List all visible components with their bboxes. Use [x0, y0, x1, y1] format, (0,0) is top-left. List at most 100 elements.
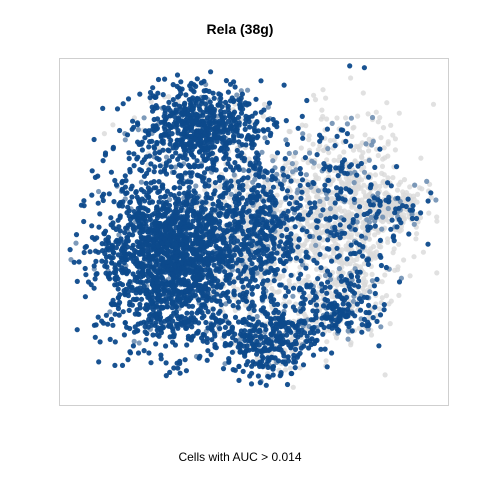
scatter-point — [394, 224, 400, 230]
scatter-point — [106, 253, 113, 259]
scatter-point — [110, 144, 116, 150]
scatter-point — [96, 188, 102, 195]
scatter-point — [381, 172, 387, 178]
scatter-point — [101, 231, 107, 237]
scatter-point — [95, 314, 101, 320]
scatter-point — [97, 339, 103, 345]
scatter-point — [411, 221, 417, 227]
scatter-point — [175, 156, 181, 162]
scatter-point — [354, 172, 360, 178]
scatter-point — [298, 271, 304, 277]
scatter-point — [145, 294, 151, 300]
scatter-point — [127, 284, 133, 290]
scatter-point — [311, 180, 317, 187]
scatter-point — [276, 243, 282, 249]
scatter-point — [305, 273, 311, 280]
scatter-point — [214, 298, 220, 304]
scatter-point — [318, 212, 324, 219]
scatter-point — [212, 254, 218, 261]
scatter-point — [199, 290, 205, 296]
scatter-point — [232, 127, 238, 133]
scatter-point — [285, 289, 291, 295]
scatter-point — [277, 181, 283, 187]
scatter-point — [200, 272, 206, 278]
scatter-point — [241, 267, 247, 273]
scatter-point — [372, 172, 379, 178]
scatter-point — [210, 306, 216, 312]
scatter-point — [246, 101, 252, 107]
scatter-point — [207, 151, 213, 157]
scatter-point — [104, 246, 110, 252]
scatter-point — [246, 114, 252, 120]
scatter-point — [288, 178, 294, 184]
scatter-point — [223, 78, 229, 84]
scatter-point — [122, 173, 128, 179]
scatter-point — [170, 282, 176, 288]
scatter-point — [135, 127, 141, 133]
scatter-point — [153, 341, 159, 347]
scatter-point — [250, 238, 256, 244]
scatter-point — [332, 200, 338, 206]
scatter-point — [362, 132, 368, 138]
scatter-point — [127, 350, 134, 356]
scatter-point — [137, 279, 144, 285]
scatter-point — [254, 313, 260, 320]
scatter-point — [336, 266, 342, 272]
scatter-point — [138, 217, 145, 223]
scatter-point — [401, 215, 407, 221]
scatter-point — [217, 210, 224, 216]
scatter-point — [81, 198, 87, 204]
scatter-point — [144, 320, 150, 326]
scatter-point — [208, 210, 214, 216]
scatter-point — [163, 154, 170, 160]
scatter-point — [264, 269, 270, 275]
scatter-point — [424, 178, 430, 184]
scatter-point — [377, 312, 384, 318]
scatter-point — [323, 95, 329, 101]
scatter-point — [355, 163, 361, 169]
scatter-point — [130, 271, 136, 277]
scatter-point — [289, 216, 295, 222]
scatter-point — [256, 193, 262, 199]
scatter-point — [189, 310, 195, 316]
scatter-point — [326, 246, 332, 252]
scatter-point — [283, 258, 289, 264]
scatter-point — [249, 231, 255, 237]
scatter-point — [312, 280, 318, 286]
scatter-point — [93, 258, 99, 264]
scatter-point — [190, 218, 196, 224]
scatter-point — [349, 133, 355, 140]
scatter-point — [259, 149, 265, 155]
scatter-point — [354, 269, 360, 275]
scatter-point — [360, 150, 366, 156]
scatter-point — [259, 208, 265, 214]
scatter-point — [282, 293, 289, 299]
scatter-point — [324, 116, 330, 122]
scatter-point — [203, 94, 209, 100]
scatter-point — [366, 148, 372, 154]
scatter-plot — [67, 63, 440, 390]
scatter-point — [169, 131, 175, 137]
scatter-point — [178, 79, 184, 85]
scatter-point — [188, 315, 194, 321]
scatter-point — [251, 226, 257, 232]
scatter-point — [140, 211, 146, 217]
scatter-point — [384, 212, 390, 219]
scatter-point — [261, 198, 267, 204]
scatter-point — [201, 313, 207, 319]
scatter-point — [183, 294, 189, 301]
scatter-point — [191, 276, 197, 282]
scatter-point — [222, 115, 228, 121]
scatter-point — [280, 253, 287, 259]
scatter-point — [271, 241, 277, 247]
scatter-point — [155, 90, 161, 96]
scatter-point — [175, 325, 181, 331]
scatter-point — [275, 301, 281, 307]
scatter-point — [290, 384, 296, 390]
scatter-point — [299, 177, 306, 183]
scatter-point — [138, 204, 144, 210]
scatter-point — [216, 253, 222, 259]
scatter-point — [247, 256, 253, 263]
scatter-point — [255, 201, 261, 207]
scatter-point — [268, 189, 274, 195]
